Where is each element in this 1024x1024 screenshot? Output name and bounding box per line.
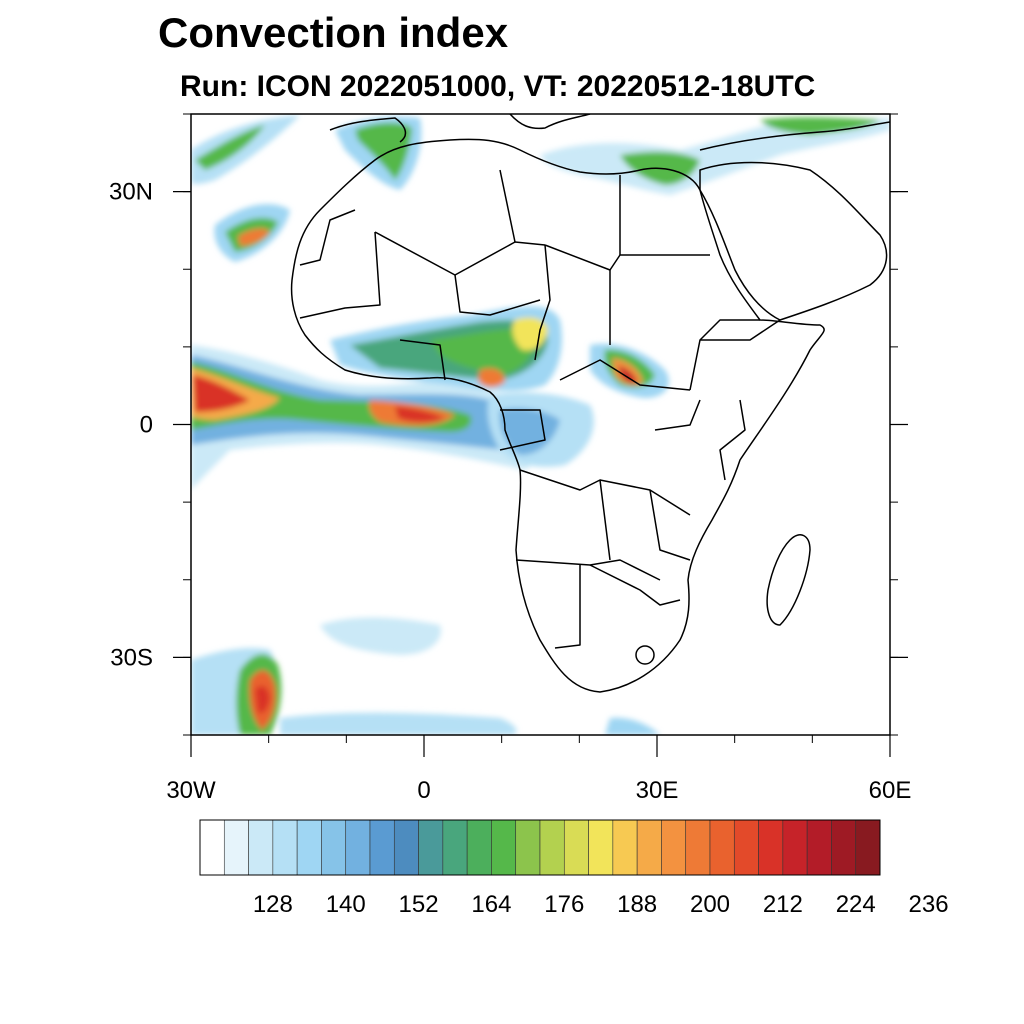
colorbar-label: 188 bbox=[617, 891, 657, 918]
colorbar-label: 128 bbox=[253, 891, 293, 918]
colorbar-label: 164 bbox=[471, 891, 511, 918]
lon-tick-label: 30W bbox=[166, 777, 216, 804]
colorbar-box bbox=[855, 819, 881, 876]
colorbar-box bbox=[733, 819, 759, 876]
colorbar-box bbox=[806, 819, 832, 876]
colorbar-box bbox=[782, 819, 808, 876]
field-ssudan-red bbox=[618, 366, 637, 384]
colorbar-box bbox=[661, 819, 687, 876]
border-8 bbox=[534, 244, 551, 361]
field-natl-green bbox=[195, 125, 265, 170]
europe-coast bbox=[509, 114, 591, 130]
colorbar-box bbox=[466, 819, 492, 876]
border-19 bbox=[649, 489, 691, 561]
field-itcz-west-red bbox=[193, 375, 250, 412]
lat-tick-label: 30S bbox=[110, 644, 153, 671]
field-canary-orange bbox=[238, 228, 270, 246]
colorbar-box bbox=[272, 819, 298, 876]
border-22 bbox=[654, 399, 701, 431]
colorbar-box bbox=[685, 819, 711, 876]
convection-field bbox=[191, 115, 890, 735]
colorbar-box bbox=[636, 819, 662, 876]
border-18 bbox=[589, 564, 681, 606]
colorbar-label: 200 bbox=[690, 891, 730, 918]
colorbar-box bbox=[709, 819, 735, 876]
field-wafrica-green bbox=[430, 328, 536, 375]
colorbar-box bbox=[321, 819, 347, 876]
colorbar-box bbox=[418, 819, 444, 876]
colorbar-box bbox=[248, 819, 274, 876]
border-6 bbox=[544, 244, 710, 271]
field-natl-light bbox=[191, 115, 300, 185]
colorbar-box bbox=[588, 819, 614, 876]
lon-tick-label: 0 bbox=[417, 777, 430, 804]
border-21 bbox=[399, 339, 446, 381]
border-12 bbox=[700, 319, 781, 341]
colorbar-box bbox=[491, 819, 517, 876]
map-outlines bbox=[290, 114, 890, 693]
field-nigeria-orange bbox=[478, 368, 505, 388]
madagascar-coast bbox=[766, 534, 811, 626]
border-4 bbox=[454, 274, 541, 316]
map-axes: 30N 0 30S 30W 0 30E 60E bbox=[109, 113, 912, 804]
field-south-red bbox=[255, 685, 270, 714]
chart-title: Convection index bbox=[158, 9, 509, 56]
iberia-coast bbox=[329, 117, 407, 143]
colorbar-box bbox=[369, 819, 395, 876]
border-10 bbox=[559, 359, 691, 391]
border-16 bbox=[515, 559, 661, 581]
colorbar-box bbox=[393, 819, 419, 876]
border-3 bbox=[374, 231, 546, 276]
lat-tick-label: 0 bbox=[140, 412, 153, 439]
field-med-light bbox=[540, 118, 890, 195]
lon-tick-label: 30E bbox=[636, 777, 679, 804]
turkey-coast bbox=[699, 121, 890, 151]
field-itcz-gulf-red bbox=[395, 406, 445, 423]
field-congo-mid bbox=[499, 408, 560, 455]
colorbar-box bbox=[199, 819, 225, 876]
colorbar-box bbox=[612, 819, 638, 876]
field-south-patch bbox=[320, 617, 441, 655]
arabia-coast bbox=[699, 161, 888, 321]
colorbar-box bbox=[515, 819, 541, 876]
border-13 bbox=[719, 399, 746, 481]
field-turkey-green bbox=[760, 117, 880, 135]
colorbar-label: 224 bbox=[836, 891, 876, 918]
field-iberia-green bbox=[355, 122, 412, 180]
africa-coast bbox=[290, 138, 825, 693]
colorbar-frame bbox=[199, 819, 881, 876]
colorbar-box bbox=[442, 819, 468, 876]
colorbar-box bbox=[345, 819, 371, 876]
border-14 bbox=[519, 469, 611, 561]
colorbar-label: 152 bbox=[399, 891, 439, 918]
map-panel bbox=[190, 113, 891, 736]
colorbar-box bbox=[539, 819, 565, 876]
colorbar-box bbox=[563, 819, 589, 876]
border-11 bbox=[689, 319, 760, 391]
lesotho-border bbox=[635, 645, 655, 665]
colorbar-box bbox=[758, 819, 784, 876]
colorbar-box bbox=[223, 819, 249, 876]
field-cameroon-yellow bbox=[512, 317, 548, 351]
colorbar-box bbox=[831, 819, 857, 876]
colorbar-label: 236 bbox=[909, 891, 949, 918]
border-2 bbox=[299, 231, 381, 319]
border-1 bbox=[299, 209, 356, 266]
lon-tick-label: 60E bbox=[869, 777, 912, 804]
lat-tick-label: 30N bbox=[109, 179, 153, 206]
colorbar-label: 176 bbox=[544, 891, 584, 918]
colorbar-label: 212 bbox=[763, 891, 803, 918]
border-20 bbox=[499, 409, 546, 451]
field-south-band bbox=[280, 712, 517, 735]
border-17 bbox=[554, 565, 581, 649]
chart-subtitle: Run: ICON 2022051000, VT: 20220512-18UTC bbox=[180, 70, 816, 103]
field-south-east bbox=[605, 717, 660, 735]
colorbar: 128 140 152 164 176 188 200 212 224 236 bbox=[199, 819, 949, 918]
colorbar-label: 140 bbox=[326, 891, 366, 918]
colorbar-box bbox=[296, 819, 322, 876]
border-5 bbox=[499, 169, 516, 243]
